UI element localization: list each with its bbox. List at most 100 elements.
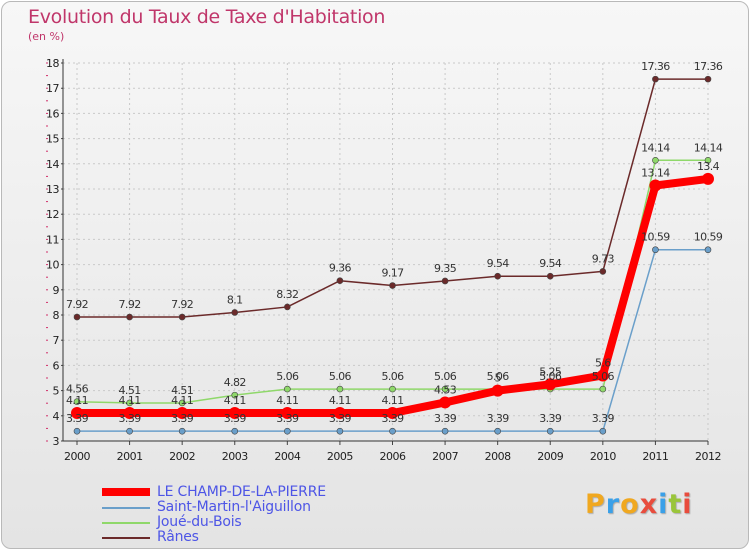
- y-minor-tick: [46, 289, 48, 291]
- y-minor-tick: [46, 264, 48, 266]
- data-label: 10.59: [694, 231, 723, 244]
- legend-label: Saint-Martin-l'Aiguillon: [157, 499, 311, 515]
- legend-label: Joué-du-Bois: [157, 514, 242, 530]
- data-label: 7.92: [66, 298, 88, 311]
- y-tick-label: 3: [53, 435, 60, 448]
- data-label: 3.39: [381, 412, 404, 425]
- y-minor-tick: [46, 276, 48, 278]
- x-tick-label: 2003: [222, 450, 248, 463]
- y-tick-label: 9: [53, 284, 60, 297]
- data-label: 13.14: [641, 166, 670, 179]
- data-label: 8.1: [227, 293, 243, 306]
- y-minor-tick: [46, 188, 48, 190]
- x-tick-label: 2000: [64, 450, 90, 463]
- legend-item-saint-martin: Saint-Martin-l'Aiguillon: [102, 499, 402, 517]
- proxiti-logo: Proxiti: [585, 489, 693, 520]
- chart-title: Evolution du Taux de Taxe d'Habitation: [28, 6, 386, 28]
- y-minor-tick: [46, 150, 48, 152]
- y-minor-tick: [46, 226, 48, 228]
- data-label: 7.92: [171, 298, 193, 311]
- data-point: [596, 369, 609, 382]
- data-point: [284, 385, 291, 393]
- data-point: [652, 75, 659, 83]
- y-tick-label: 12: [46, 208, 59, 221]
- legend-item-le-champ-de-la-pierre: LE CHAMP-DE-LA-PIERRE: [102, 484, 402, 502]
- data-label: 5.06: [329, 370, 352, 383]
- data-label: 4.53: [434, 383, 457, 396]
- data-label: 4.11: [171, 394, 193, 407]
- y-minor-tick: [46, 314, 48, 316]
- data-label: 4.11: [66, 394, 88, 407]
- data-point: [126, 399, 133, 407]
- data-label: 17.36: [641, 60, 670, 73]
- y-minor-tick: [46, 364, 48, 366]
- data-point: [73, 398, 81, 405]
- data-label: 5.06: [592, 370, 615, 383]
- data-point: [228, 407, 241, 420]
- y-minor-tick: [46, 352, 48, 354]
- data-point: [386, 407, 399, 420]
- y-minor-tick: [46, 251, 48, 253]
- y-minor-tick: [46, 238, 48, 240]
- y-tick-label: 14: [46, 158, 59, 171]
- data-point: [281, 407, 294, 420]
- y-minor-tick: [46, 339, 48, 341]
- data-label: 3.39: [171, 412, 194, 425]
- data-point: [441, 385, 449, 393]
- data-label: 7.92: [119, 298, 141, 311]
- data-label: 4.11: [329, 394, 351, 407]
- logo-letter: i: [682, 489, 693, 520]
- data-label: 14.14: [694, 141, 723, 154]
- y-tick-label: 17: [46, 82, 59, 95]
- data-label: 4.11: [224, 394, 246, 407]
- data-label: 9.54: [539, 257, 562, 270]
- y-minor-tick: [46, 138, 48, 140]
- y-minor-tick: [46, 125, 48, 127]
- x-tick-label: 2009: [537, 450, 563, 463]
- data-point: [649, 179, 662, 192]
- data-point: [73, 313, 81, 321]
- y-tick-label: 4: [53, 410, 60, 423]
- data-label: 4.11: [276, 394, 298, 407]
- x-tick-label: 2006: [380, 450, 406, 463]
- data-label: 4.82: [224, 376, 246, 389]
- x-tick-label: 2010: [590, 450, 616, 463]
- data-point: [599, 385, 607, 393]
- y-tick-label: 16: [46, 107, 59, 120]
- logo-letter: r: [605, 489, 621, 520]
- data-point: [441, 277, 449, 285]
- data-label: 5.6: [595, 356, 611, 369]
- legend-swatch: [102, 537, 150, 539]
- data-point: [544, 378, 557, 391]
- data-point: [546, 272, 554, 280]
- data-point: [599, 427, 607, 435]
- data-label: 9.36: [329, 262, 352, 275]
- data-point: [71, 407, 83, 420]
- data-point: [652, 246, 659, 254]
- data-label: 4.51: [119, 384, 141, 397]
- y-tick-label: 15: [46, 133, 59, 146]
- data-point: [178, 313, 186, 321]
- data-label: 13.4: [697, 160, 720, 173]
- y-minor-tick: [46, 402, 48, 404]
- y-tick-label: 10: [46, 259, 59, 272]
- legend-label: Rânes: [157, 529, 199, 545]
- data-label: 5.06: [434, 370, 457, 383]
- logo-letter: P: [585, 489, 606, 520]
- x-tick-label: 2011: [642, 450, 668, 463]
- data-label: 4.11: [381, 394, 403, 407]
- data-point: [702, 172, 714, 185]
- legend-swatch: [102, 522, 150, 524]
- data-point: [704, 156, 712, 164]
- legend-item-ranes: Rânes: [102, 529, 402, 547]
- data-point: [126, 313, 133, 321]
- data-label: 3.39: [119, 412, 142, 425]
- data-point: [546, 427, 554, 435]
- data-label: 17.36: [694, 60, 723, 73]
- data-label: 3.39: [66, 412, 89, 425]
- data-point: [704, 75, 712, 83]
- x-tick-label: 2001: [117, 450, 143, 463]
- data-label: 5.06: [539, 370, 562, 383]
- data-point: [231, 391, 239, 399]
